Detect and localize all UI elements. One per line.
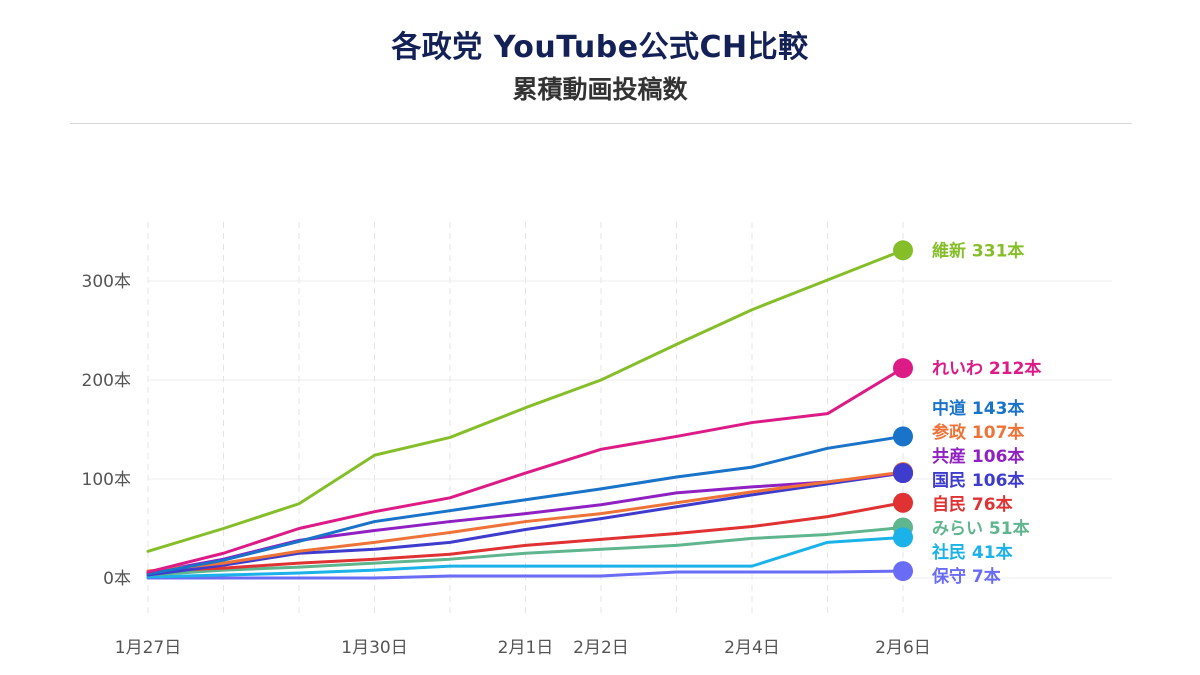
x-tick-label: 1月27日 xyxy=(115,638,181,658)
end-marker-中道 xyxy=(893,426,913,447)
header-divider xyxy=(70,123,1132,124)
series-label-みらい: みらい 51本 xyxy=(932,518,1030,539)
series-label-れいわ: れいわ 212本 xyxy=(932,358,1041,379)
end-marker-れいわ xyxy=(893,358,913,379)
series-line-社民 xyxy=(146,535,905,579)
chart-title: 各政党 YouTube公式CH比較 xyxy=(391,30,809,65)
end-marker-維新 xyxy=(893,240,913,261)
series-line-自民 xyxy=(146,501,905,573)
x-tick-label: 1月30日 xyxy=(341,638,407,658)
series-line-維新 xyxy=(146,248,905,553)
series-label-自民: 自民 76本 xyxy=(932,494,1013,515)
series-line-保守 xyxy=(146,569,905,580)
x-tick-label: 2月6日 xyxy=(875,638,931,658)
series-line-みらい xyxy=(146,526,905,577)
series-line-国民 xyxy=(146,471,905,577)
x-tick-label: 2月2日 xyxy=(573,638,629,658)
end-marker-国民 xyxy=(893,463,913,484)
series-lines xyxy=(146,248,905,580)
series-line-中道 xyxy=(146,434,905,576)
end-marker-自民 xyxy=(893,492,913,513)
y-tick-label: 100本 xyxy=(82,470,131,490)
series-label-参政: 参政 107本 xyxy=(932,422,1024,443)
series-line-れいわ xyxy=(146,366,905,574)
series-label-保守: 保守 7本 xyxy=(931,566,1001,587)
end-marker-社民 xyxy=(893,527,913,548)
series-line-参政 xyxy=(146,470,905,573)
series-label-国民: 国民 106本 xyxy=(932,470,1024,491)
chart-subtitle: 累積動画投稿数 xyxy=(512,75,688,104)
x-tick-label: 2月4日 xyxy=(724,638,780,658)
y-tick-label: 200本 xyxy=(82,371,131,391)
series-label-中道: 中道 143本 xyxy=(932,398,1024,419)
axes: 0本 100本 200本 300本 1月27日 1月30日 2月1日 2月2日 2月4日 2月6日 xyxy=(82,272,931,658)
series-end-markers xyxy=(893,240,913,582)
series-label-維新: 維新 331本 xyxy=(932,240,1024,261)
end-marker-保守 xyxy=(893,561,913,582)
y-tick-label: 300本 xyxy=(82,272,131,292)
y-tick-label: 0本 xyxy=(103,569,131,589)
series-label-共産: 共産 106本 xyxy=(932,446,1024,467)
series-label-社民: 社民 41本 xyxy=(931,542,1013,563)
x-tick-label: 2月1日 xyxy=(498,638,554,658)
